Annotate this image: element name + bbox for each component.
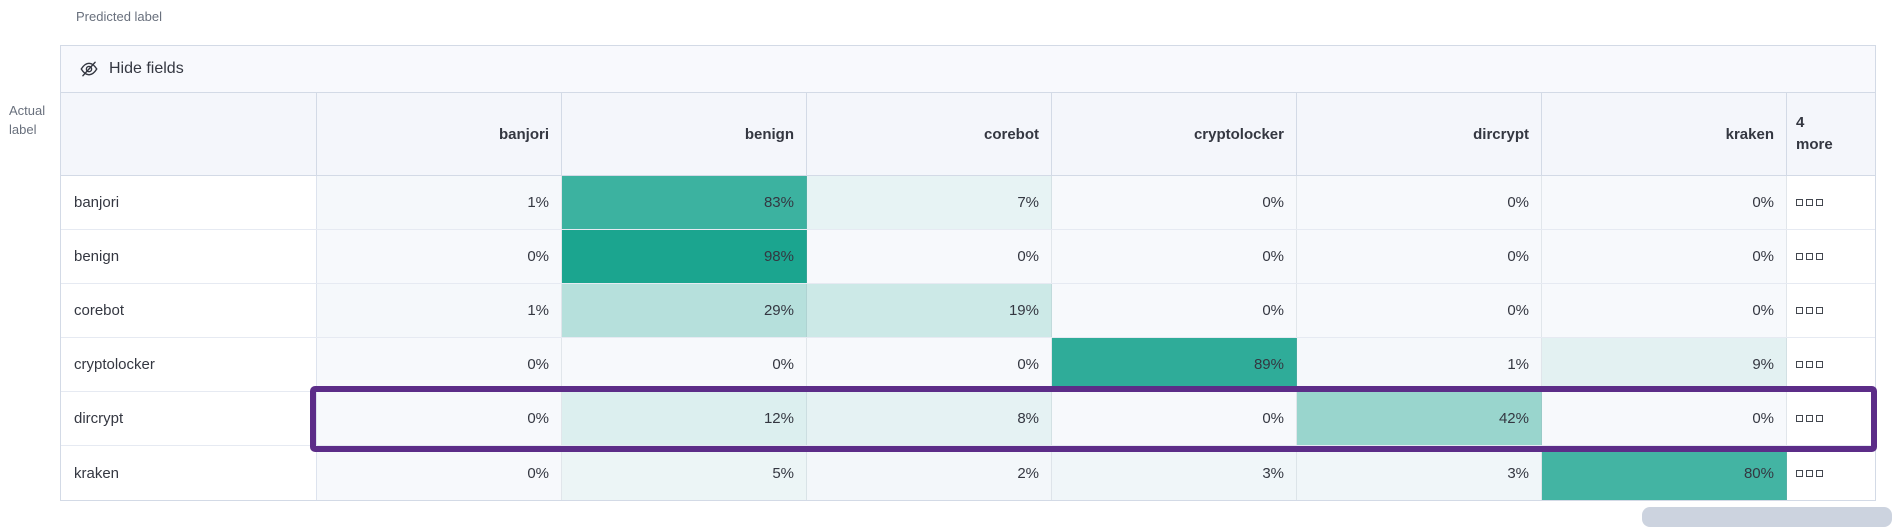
- column-header: kraken: [1542, 93, 1787, 175]
- heat-cell: 9%: [1542, 338, 1787, 391]
- heat-cell: 0%: [1297, 176, 1542, 229]
- table-row: corebot 1% 29% 19% 0% 0% 0%: [61, 284, 1875, 338]
- column-header: corebot: [807, 93, 1052, 175]
- heat-cell: 1%: [1297, 338, 1542, 391]
- heat-cell: 2%: [807, 446, 1052, 500]
- column-header: dircrypt: [1297, 93, 1542, 175]
- heat-cell: 0%: [807, 230, 1052, 283]
- more-columns-header: 4 more: [1787, 93, 1875, 175]
- heat-cell: 8%: [807, 392, 1052, 445]
- heat-cell: 0%: [562, 338, 807, 391]
- row-actions-button[interactable]: [1787, 230, 1875, 283]
- boxes-horizontal-icon: [1796, 307, 1823, 314]
- boxes-horizontal-icon: [1796, 469, 1823, 477]
- table-row: banjori 1% 83% 7% 0% 0% 0%: [61, 176, 1875, 230]
- heat-cell: 83%: [562, 176, 807, 229]
- row-label: corebot: [61, 284, 317, 337]
- boxes-horizontal-icon: [1796, 253, 1823, 260]
- heat-cell: 12%: [562, 392, 807, 445]
- heat-cell: 98%: [562, 230, 807, 283]
- heat-cell: 42%: [1297, 392, 1542, 445]
- column-header: banjori: [317, 93, 562, 175]
- table-row-highlighted: dircrypt 0% 12% 8% 0% 42% 0%: [61, 392, 1875, 446]
- heat-cell: 0%: [317, 338, 562, 391]
- heat-cell: 7%: [807, 176, 1052, 229]
- heat-cell: 19%: [807, 284, 1052, 337]
- boxes-horizontal-icon: [1796, 361, 1823, 368]
- confusion-matrix-panel: Hide fields banjori benign corebot crypt…: [60, 45, 1876, 501]
- row-label: banjori: [61, 176, 317, 229]
- row-actions-button[interactable]: [1787, 284, 1875, 337]
- heat-cell: 0%: [1297, 230, 1542, 283]
- heat-cell: 0%: [1052, 284, 1297, 337]
- table-row: kraken 0% 5% 2% 3% 3% 80%: [61, 446, 1875, 500]
- heat-cell: 3%: [1052, 446, 1297, 500]
- header-row: banjori benign corebot cryptolocker dirc…: [61, 93, 1875, 176]
- row-label: benign: [61, 230, 317, 283]
- hide-fields-button[interactable]: Hide fields: [61, 46, 1875, 93]
- predicted-axis-label: Predicted label: [76, 9, 162, 24]
- heat-cell: 0%: [1542, 230, 1787, 283]
- more-columns-word: more: [1796, 136, 1833, 153]
- heat-cell: 0%: [1052, 230, 1297, 283]
- heat-cell: 0%: [317, 392, 562, 445]
- table-row: cryptolocker 0% 0% 0% 89% 1% 9%: [61, 338, 1875, 392]
- column-header: cryptolocker: [1052, 93, 1297, 175]
- row-label: dircrypt: [61, 392, 317, 445]
- row-label: cryptolocker: [61, 338, 317, 391]
- heat-cell: 5%: [562, 446, 807, 500]
- heat-cell: 0%: [317, 230, 562, 283]
- hide-fields-label: Hide fields: [109, 60, 184, 77]
- heat-cell: 0%: [1542, 284, 1787, 337]
- row-actions-button[interactable]: [1787, 338, 1875, 391]
- eye-closed-icon: [79, 59, 99, 79]
- heat-cell: 0%: [1052, 392, 1297, 445]
- heat-cell: 89%: [1052, 338, 1297, 391]
- heat-cell: 1%: [317, 284, 562, 337]
- heat-cell: 0%: [1542, 176, 1787, 229]
- heat-cell: 0%: [807, 338, 1052, 391]
- row-actions-button[interactable]: [1787, 392, 1875, 445]
- heat-cell: 80%: [1542, 446, 1787, 500]
- heat-cell: 3%: [1297, 446, 1542, 500]
- heat-cell: 1%: [317, 176, 562, 229]
- heat-cell: 0%: [1297, 284, 1542, 337]
- horizontal-scrollbar-thumb[interactable]: [1642, 507, 1892, 527]
- column-header: benign: [562, 93, 807, 175]
- row-label: kraken: [61, 446, 317, 500]
- row-actions-button[interactable]: [1787, 446, 1875, 500]
- heat-cell: 0%: [1542, 392, 1787, 445]
- heat-cell: 29%: [562, 284, 807, 337]
- heat-cell: 0%: [1052, 176, 1297, 229]
- boxes-horizontal-icon: [1796, 415, 1823, 422]
- more-columns-count: 4: [1796, 114, 1805, 132]
- corner-header-cell: [61, 93, 317, 175]
- row-actions-button[interactable]: [1787, 176, 1875, 229]
- heat-cell: 0%: [317, 446, 562, 500]
- boxes-horizontal-icon: [1796, 199, 1823, 206]
- table-row: benign 0% 98% 0% 0% 0% 0%: [61, 230, 1875, 284]
- actual-axis-label: Actual label: [9, 103, 46, 137]
